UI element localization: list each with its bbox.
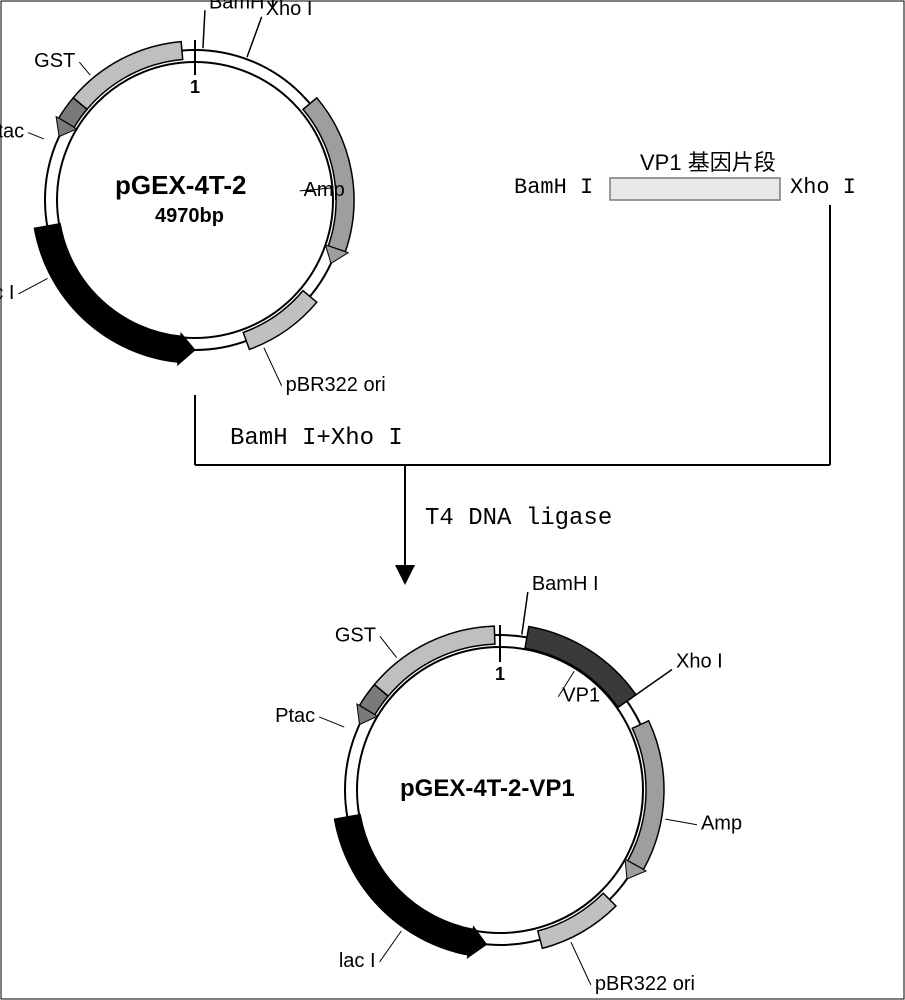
svg-text:Amp: Amp [701, 813, 742, 835]
svg-text:pBR322 ori: pBR322 ori [286, 374, 386, 396]
svg-text:GST: GST [34, 50, 75, 72]
ligase-label: T4 DNA ligase [425, 505, 612, 532]
svg-text:Ptac: Ptac [0, 121, 24, 143]
digest-label: BamH I+Xho I [230, 425, 403, 452]
svg-text:VP1: VP1 [562, 685, 600, 707]
plasmid-top-name: pGEX-4T-2 [115, 170, 246, 201]
plasmid-bottom-name: pGEX-4T-2-VP1 [400, 775, 575, 803]
svg-text:pBR322 ori: pBR322 ori [595, 973, 695, 995]
svg-text:lac I: lac I [0, 282, 14, 304]
svg-text:Xho I: Xho I [266, 0, 313, 20]
svg-text:Amp: Amp [304, 179, 345, 201]
insert-left-site: BamH I [514, 175, 593, 200]
svg-text:lac I: lac I [339, 950, 376, 972]
svg-text:1: 1 [190, 77, 200, 97]
insert-right-site: Xho I [790, 175, 856, 200]
svg-text:GST: GST [335, 624, 376, 646]
svg-text:Ptac: Ptac [275, 705, 315, 727]
svg-text:1: 1 [495, 664, 505, 684]
plasmid-top-size: 4970bp [155, 205, 224, 228]
insert-top-label: VP1 基因片段 [640, 145, 776, 177]
svg-text:BamH I: BamH I [532, 573, 599, 595]
svg-text:Xho I: Xho I [676, 651, 723, 673]
